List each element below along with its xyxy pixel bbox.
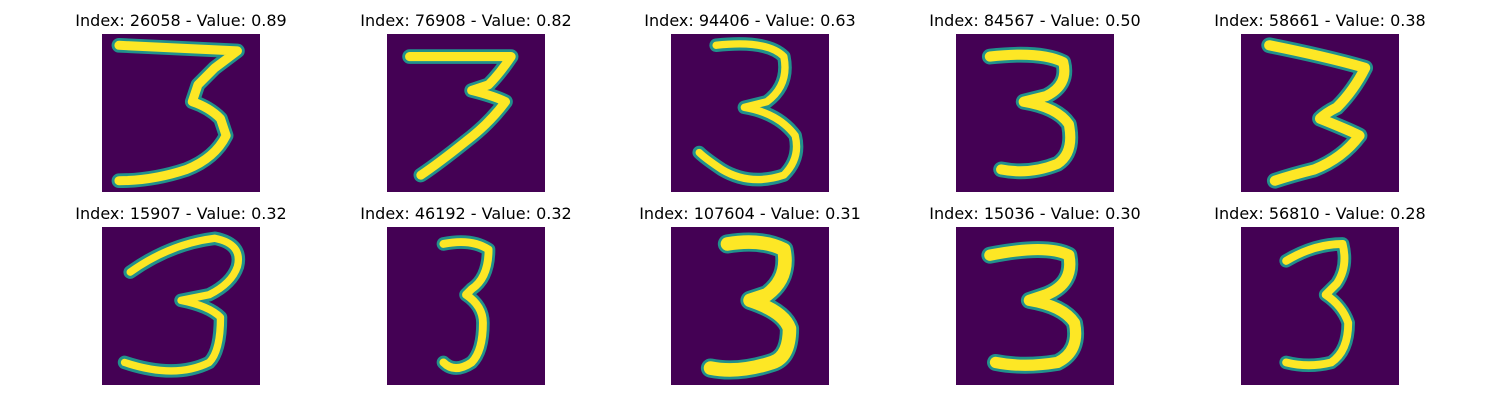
panel-title: Index: 15907 - Value: 0.32	[75, 204, 287, 223]
panel-title: Index: 76908 - Value: 0.82	[360, 11, 572, 30]
image-panel: Index: 94406 - Value: 0.63	[605, 12, 895, 192]
panel-title: Index: 26058 - Value: 0.89	[75, 11, 287, 30]
image-panel: Index: 58661 - Value: 0.38	[1175, 12, 1465, 192]
image-panel: Index: 107604 - Value: 0.31	[605, 205, 895, 385]
panel-title: Index: 15036 - Value: 0.30	[929, 204, 1141, 223]
image-panel: Index: 56810 - Value: 0.28	[1175, 205, 1465, 385]
image-panel: Index: 15907 - Value: 0.32	[36, 205, 326, 385]
panel-title: Index: 58661 - Value: 0.38	[1214, 11, 1426, 30]
digit-image	[671, 227, 829, 385]
digit-image	[956, 34, 1114, 192]
image-panel: Index: 46192 - Value: 0.32	[321, 205, 611, 385]
image-panel: Index: 84567 - Value: 0.50	[890, 12, 1180, 192]
digit-image	[1241, 227, 1399, 385]
digit-image	[387, 227, 545, 385]
digit-image	[102, 34, 260, 192]
image-panel: Index: 26058 - Value: 0.89	[36, 12, 326, 192]
panel-title: Index: 84567 - Value: 0.50	[929, 11, 1141, 30]
image-panel: Index: 15036 - Value: 0.30	[890, 205, 1180, 385]
panel-title: Index: 46192 - Value: 0.32	[360, 204, 572, 223]
digit-image	[102, 227, 260, 385]
panel-title: Index: 56810 - Value: 0.28	[1214, 204, 1426, 223]
panel-title: Index: 94406 - Value: 0.63	[644, 11, 856, 30]
digit-image	[671, 34, 829, 192]
digit-image	[387, 34, 545, 192]
digit-image	[1241, 34, 1399, 192]
panel-title: Index: 107604 - Value: 0.31	[639, 204, 861, 223]
image-panel: Index: 76908 - Value: 0.82	[321, 12, 611, 192]
digit-image	[956, 227, 1114, 385]
